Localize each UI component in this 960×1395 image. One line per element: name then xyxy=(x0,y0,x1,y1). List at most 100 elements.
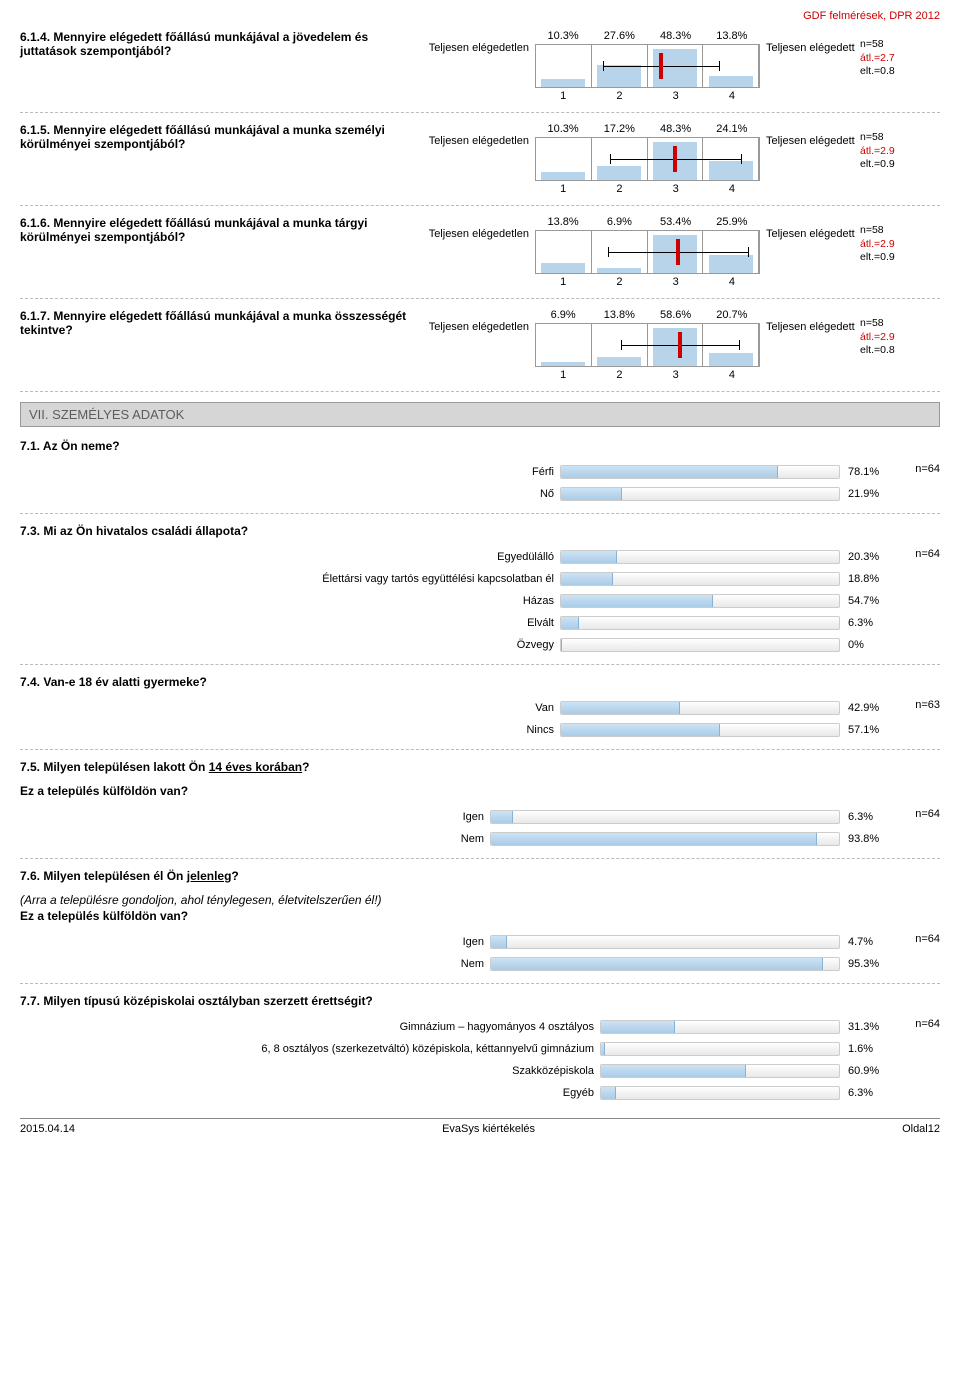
likert-pct: 6.9% xyxy=(591,216,647,228)
axis-label: 2 xyxy=(591,369,647,381)
axis-label: 4 xyxy=(704,90,760,102)
likert-question-text: 6.1.6. Mennyire elégedett főállású munká… xyxy=(20,216,420,244)
separator xyxy=(20,513,940,514)
separator xyxy=(20,664,940,665)
hbar-label: Gimnázium – hagyományos 4 osztályos xyxy=(20,1021,600,1033)
likert-right-label: Teljesen elégedett xyxy=(760,30,860,54)
likert-left-label: Teljesen elégedetlen xyxy=(420,123,535,147)
mean-marker xyxy=(676,239,680,265)
hbar-track xyxy=(490,832,840,846)
axis-label: 3 xyxy=(648,369,704,381)
likert-left-label: Teljesen elégedetlen xyxy=(420,309,535,333)
hbar-row: Élettársi vagy tartós együttélési kapcso… xyxy=(20,570,940,588)
hbar-fill xyxy=(601,1065,746,1077)
hbar-row: Férfi78.1% xyxy=(20,463,940,481)
hbar-track xyxy=(560,594,840,608)
hbar-label: Nő xyxy=(20,488,560,500)
hbar-track xyxy=(560,465,840,479)
likert-pct: 27.6% xyxy=(591,30,647,42)
likert-left-label: Teljesen elégedetlen xyxy=(420,216,535,240)
likert-bar xyxy=(709,161,753,180)
axis-label: 1 xyxy=(535,369,591,381)
axis-label: 4 xyxy=(704,369,760,381)
separator xyxy=(20,112,940,113)
axis-label: 1 xyxy=(535,276,591,288)
likert-bar xyxy=(709,353,753,366)
hbar-fill xyxy=(491,936,507,948)
likert-bar xyxy=(709,255,753,273)
likert-bar xyxy=(541,362,585,366)
hbar-value: 60.9% xyxy=(840,1065,890,1077)
hbar-track xyxy=(490,957,840,971)
likert-stats: n=58átl.=2.9elt.=0.9 xyxy=(860,216,915,265)
hbar-row: Igen4.7% xyxy=(20,933,940,951)
hbar-fill xyxy=(561,573,613,585)
question-italic-sub: (Arra a településre gondoljon, ahol tény… xyxy=(20,893,940,907)
hbar-list: Igen4.7%n=64Nem95.3% xyxy=(20,933,940,973)
hbar-n: n=64 xyxy=(915,1018,940,1030)
hbar-track xyxy=(560,572,840,586)
likert-row: 6.1.4. Mennyire elégedett főállású munká… xyxy=(20,30,940,102)
hbar-label: Élettársi vagy tartós együttélési kapcso… xyxy=(20,573,560,585)
hbar-row: Elvált6.3% xyxy=(20,614,940,632)
likert-row: 6.1.5. Mennyire elégedett főállású munká… xyxy=(20,123,940,195)
hbar-fill xyxy=(601,1043,605,1055)
likert-left-label: Teljesen elégedetlen xyxy=(420,30,535,54)
hbar-label: Egyéb xyxy=(20,1087,600,1099)
mean-marker xyxy=(673,146,677,172)
question-title: 7.7. Milyen típusú középiskolai osztályb… xyxy=(20,994,940,1008)
hbar-label: Házas xyxy=(20,595,560,607)
likert-pct: 10.3% xyxy=(535,123,591,135)
hbar-fill xyxy=(491,958,823,970)
hbar-track xyxy=(600,1064,840,1078)
hbar-question-container: 7.1. Az Ön neme?Férfi78.1%n=64Nő21.9%7.3… xyxy=(20,439,940,1102)
hbar-track xyxy=(600,1020,840,1034)
hbar-label: Özvegy xyxy=(20,639,560,651)
hbar-value: 54.7% xyxy=(840,595,890,607)
likert-pct: 24.1% xyxy=(704,123,760,135)
hbar-label: 6, 8 osztályos (szerkezetváltó) középisk… xyxy=(20,1043,600,1055)
axis-label: 3 xyxy=(648,276,704,288)
hbar-fill xyxy=(601,1021,675,1033)
likert-pct: 53.4% xyxy=(648,216,704,228)
question-subtitle: Ez a település külföldön van? xyxy=(20,909,940,923)
likert-bar xyxy=(541,79,585,87)
likert-bar xyxy=(709,76,753,87)
separator xyxy=(20,205,940,206)
footer-page: Oldal12 xyxy=(902,1123,940,1135)
hbar-label: Férfi xyxy=(20,466,560,478)
hbar-track xyxy=(490,810,840,824)
hbar-row: Igen6.3% xyxy=(20,808,940,826)
axis-label: 4 xyxy=(704,183,760,195)
hbar-label: Van xyxy=(20,702,560,714)
likert-stats: n=58átl.=2.7elt.=0.8 xyxy=(860,30,915,79)
page-footer: 2015.04.14 EvaSys kiértékelés Oldal12 xyxy=(20,1118,940,1135)
hbar-label: Elvált xyxy=(20,617,560,629)
hbar-list: Férfi78.1%n=64 Nő21.9% xyxy=(20,463,940,503)
question-title: 7.3. Mi az Ön hivatalos családi állapota… xyxy=(20,524,940,538)
likert-chart: 6.9%13.8%58.6%20.7%1234 xyxy=(535,309,760,381)
section-header: VII. SZEMÉLYES ADATOK xyxy=(20,402,940,427)
hbar-fill xyxy=(561,617,579,629)
hbar-label: Nincs xyxy=(20,724,560,736)
hbar-value: 95.3% xyxy=(840,958,890,970)
question-block: 7.5. Milyen településen lakott Ön 14 éve… xyxy=(20,760,940,848)
axis-label: 4 xyxy=(704,276,760,288)
hbar-value: 1.6% xyxy=(840,1043,890,1055)
hbar-row: Nő21.9% xyxy=(20,485,940,503)
hbar-row: Gimnázium – hagyományos 4 osztályos31.3% xyxy=(20,1018,940,1036)
likert-pct: 25.9% xyxy=(704,216,760,228)
hbar-fill xyxy=(561,551,617,563)
likert-row: 6.1.6. Mennyire elégedett főállású munká… xyxy=(20,216,940,288)
likert-right-label: Teljesen elégedett xyxy=(760,309,860,333)
hbar-n: n=64 xyxy=(915,463,940,475)
hbar-value: 20.3% xyxy=(840,551,890,563)
hbar-fill xyxy=(601,1087,616,1099)
axis-label: 2 xyxy=(591,90,647,102)
separator xyxy=(20,983,940,984)
hbar-value: 57.1% xyxy=(840,724,890,736)
likert-chart: 13.8%6.9%53.4%25.9%1234 xyxy=(535,216,760,288)
question-title: 7.4. Van-e 18 év alatti gyermeke? xyxy=(20,675,940,689)
likert-bar xyxy=(541,172,585,180)
hbar-track xyxy=(560,616,840,630)
